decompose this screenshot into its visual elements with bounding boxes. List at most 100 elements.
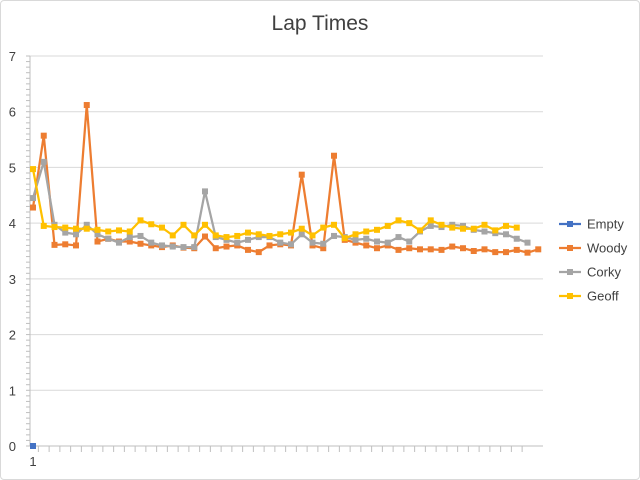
data-point-geoff xyxy=(331,221,337,228)
data-point-woody xyxy=(51,241,58,248)
data-point-geoff xyxy=(116,227,122,234)
data-point-corky xyxy=(481,228,488,235)
data-point-corky xyxy=(352,236,359,243)
data-point-woody xyxy=(524,249,531,256)
data-point-geoff xyxy=(406,220,413,227)
data-point-geoff xyxy=(94,226,101,233)
data-point-geoff xyxy=(73,225,79,232)
data-point-corky xyxy=(126,234,133,241)
data-point-woody xyxy=(492,249,499,256)
legend-marker-corky xyxy=(567,269,573,275)
data-point-geoff xyxy=(62,224,69,231)
x-tick-label: 1 xyxy=(29,454,36,469)
data-point-geoff xyxy=(159,224,165,231)
data-point-geoff xyxy=(438,221,445,228)
data-point-woody xyxy=(62,241,69,248)
data-point-corky xyxy=(309,239,316,246)
data-point-geoff xyxy=(202,221,208,228)
data-point-geoff xyxy=(309,232,316,239)
data-point-geoff xyxy=(492,227,499,234)
data-point-woody xyxy=(460,245,466,252)
data-point-corky xyxy=(427,222,434,229)
data-point-woody xyxy=(40,132,47,139)
data-point-corky xyxy=(277,239,284,246)
data-point-woody xyxy=(395,246,402,253)
data-point-geoff xyxy=(374,226,380,233)
data-point-corky xyxy=(169,243,176,250)
data-point-geoff xyxy=(255,231,262,238)
data-point-woody xyxy=(535,246,542,253)
data-point-woody xyxy=(73,242,79,249)
data-point-geoff xyxy=(191,232,198,239)
legend-marker-geoff xyxy=(567,293,573,299)
data-point-geoff xyxy=(363,228,370,235)
data-point-woody xyxy=(503,249,509,256)
data-point-corky xyxy=(513,235,520,242)
data-point-corky xyxy=(288,241,294,248)
data-point-geoff xyxy=(449,224,456,231)
data-point-corky xyxy=(320,240,327,247)
data-point-corky xyxy=(191,244,198,251)
data-point-geoff xyxy=(277,231,284,238)
data-point-woody xyxy=(449,243,456,250)
data-point-corky xyxy=(503,231,509,238)
series-lines xyxy=(30,102,542,449)
data-point-geoff xyxy=(40,222,47,229)
legend-marker-woody xyxy=(567,245,573,251)
data-point-woody xyxy=(481,246,488,253)
data-point-corky xyxy=(148,239,155,246)
legend: Empty Woody Corky Geoff xyxy=(559,217,628,304)
data-point-corky xyxy=(94,231,101,238)
data-point-woody xyxy=(406,245,413,252)
data-point-corky xyxy=(384,239,391,246)
data-point-woody xyxy=(202,233,208,240)
data-point-corky xyxy=(180,244,187,251)
data-point-geoff xyxy=(148,221,155,228)
legend-label-corky: Corky xyxy=(587,265,621,280)
data-point-woody xyxy=(331,152,337,159)
data-point-geoff xyxy=(83,225,90,232)
data-point-woody xyxy=(427,246,434,253)
data-point-geoff xyxy=(503,222,509,229)
data-point-corky xyxy=(137,232,144,239)
data-point-woody xyxy=(438,246,445,253)
y-tick-label: 0 xyxy=(9,439,16,454)
data-point-corky xyxy=(245,236,251,243)
data-point-corky xyxy=(30,195,36,202)
data-point-geoff xyxy=(126,228,133,235)
data-point-woody xyxy=(94,238,101,245)
data-point-woody xyxy=(126,238,133,245)
data-point-geoff xyxy=(137,217,144,224)
data-point-geoff xyxy=(30,166,36,173)
y-tick-label: 1 xyxy=(9,383,16,398)
legend-label-geoff: Geoff xyxy=(587,289,619,304)
data-point-empty xyxy=(30,443,36,449)
data-point-woody xyxy=(417,246,423,253)
series-line-geoff xyxy=(31,168,517,240)
data-point-woody xyxy=(223,243,230,250)
data-point-geoff xyxy=(51,224,58,231)
data-point-corky xyxy=(234,239,241,246)
data-point-woody xyxy=(266,242,273,249)
data-point-woody xyxy=(374,245,380,252)
data-point-woody xyxy=(83,102,90,109)
data-point-corky xyxy=(40,158,47,165)
data-point-corky xyxy=(406,238,413,245)
data-point-geoff xyxy=(460,225,466,232)
legend-marker-empty xyxy=(567,221,573,227)
data-point-geoff xyxy=(212,232,219,239)
data-point-woody xyxy=(30,204,36,211)
chart-title: Lap Times xyxy=(271,12,369,35)
data-point-geoff xyxy=(481,221,488,228)
data-point-geoff xyxy=(180,221,187,228)
data-point-woody xyxy=(363,242,370,249)
data-point-geoff xyxy=(470,225,477,232)
data-point-corky xyxy=(395,234,402,241)
data-point-corky xyxy=(159,242,165,249)
legend-label-woody: Woody xyxy=(587,241,628,256)
data-point-corky xyxy=(298,231,305,238)
data-point-geoff xyxy=(384,222,391,229)
data-point-geoff xyxy=(395,217,402,224)
data-point-corky xyxy=(62,229,69,236)
